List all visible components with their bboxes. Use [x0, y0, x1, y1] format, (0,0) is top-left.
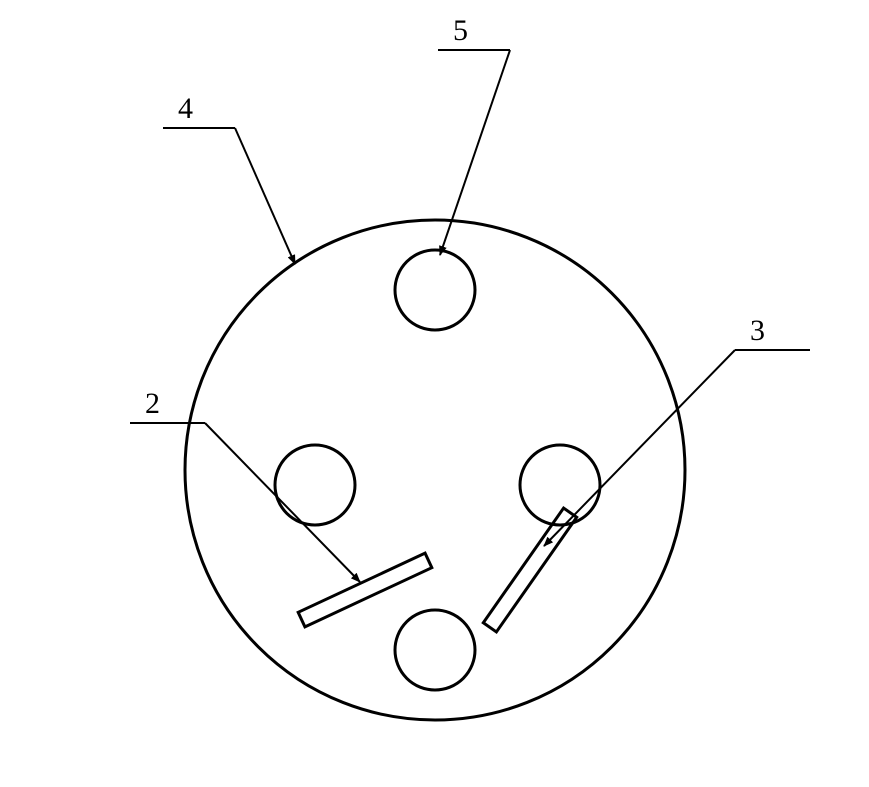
outer-circle [185, 220, 685, 720]
callout-label-4: 4 [178, 92, 193, 125]
small-circle-left [275, 445, 355, 525]
shapes-layer [185, 220, 685, 720]
callouts-layer: 5 4 3 2 [130, 14, 810, 582]
technical-diagram: 5 4 3 2 [0, 0, 869, 787]
callout-leader-2 [205, 423, 360, 582]
callout-label-5: 5 [453, 14, 468, 47]
small-circle-top [395, 250, 475, 330]
callout-label-3: 3 [750, 314, 765, 347]
callout-label-2: 2 [145, 387, 160, 420]
callout-leader-4 [235, 128, 295, 264]
small-circle-bottom [395, 610, 475, 690]
